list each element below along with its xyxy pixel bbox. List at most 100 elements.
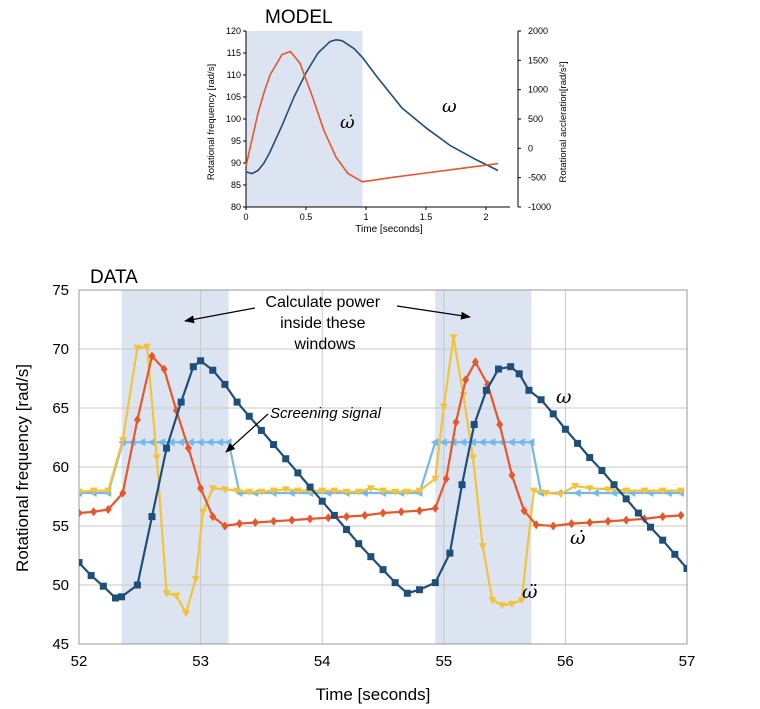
model-y-tick-label: 80 (231, 202, 241, 212)
data-point-omega-ddot (220, 486, 229, 494)
data-point-omega-dot (343, 512, 350, 522)
model-y-tick-label: 105 (226, 92, 241, 102)
data-point-omega-ddot (658, 487, 667, 495)
data-point-omega (148, 513, 156, 521)
data-point-omega (574, 439, 582, 447)
data-point-omega-dot (184, 443, 192, 453)
data-point-screening-signal (430, 438, 439, 447)
data-point-omega (318, 497, 326, 505)
data-point-screening-signal (526, 438, 535, 447)
data-point-omega-ddot (318, 487, 327, 495)
data-point-omega-ddot (585, 485, 594, 493)
model-x-tick-label: 0 (243, 212, 248, 222)
data-point-omega-ddot (104, 487, 113, 495)
data-point-omega (294, 469, 302, 477)
data-point-omega-dot (251, 518, 259, 527)
data-point-omega (549, 410, 557, 418)
data-point-omega-dot (160, 364, 168, 374)
data-point-omega-ddot (293, 487, 302, 495)
data-x-tick-label: 52 (71, 653, 88, 670)
model-x-tick-label: 1 (363, 212, 368, 222)
data-point-omega-dot (431, 503, 439, 513)
data-point-screening-signal (517, 438, 525, 447)
data-point-omega-ddot (366, 485, 375, 493)
data-title: DATA (90, 267, 138, 288)
screening-signal-label: Screening signal (270, 405, 382, 422)
windows-arrow-right (396, 305, 471, 320)
data-point-omega (537, 396, 545, 404)
data-omega-label: ω (556, 386, 572, 408)
data-point-omega-ddot (604, 486, 612, 494)
data-point-omega-dot (622, 515, 630, 525)
data-point-omega (87, 572, 95, 580)
data-point-omega-ddot (541, 490, 550, 497)
model-y2-tick-label: 1500 (528, 55, 548, 65)
windows-arrow-left (184, 307, 256, 324)
model-y2-tick-label: -500 (528, 173, 546, 183)
data-point-omega-ddot (79, 488, 83, 496)
data-point-omega (391, 579, 399, 587)
data-point-omega-dot (416, 506, 423, 516)
data-omega-dot-label: ω̇ (570, 527, 586, 549)
data-point-omega-ddot (478, 543, 487, 551)
data-point-omega-dot (568, 519, 575, 529)
model-shaded-window (246, 31, 363, 207)
model-y-tick-label: 95 (231, 136, 241, 146)
data-point-omega (257, 426, 265, 434)
data-point-omega-dot (452, 417, 460, 427)
data-point-omega-ddot (257, 488, 266, 496)
data-point-omega (683, 564, 687, 572)
data-point-omega-dot (270, 516, 278, 526)
data-point-omega-ddot (459, 392, 468, 399)
data-point-omega (355, 540, 363, 548)
data-point-omega-ddot (269, 487, 278, 495)
data-y-tick-label: 65 (52, 400, 69, 417)
data-point-omega (221, 380, 229, 388)
data-point-omega (111, 594, 119, 602)
model-y2-tick-label: -1000 (528, 202, 551, 212)
data-point-omega (245, 412, 253, 420)
data-point-omega-ddot (152, 454, 161, 462)
data-point-omega (197, 357, 205, 365)
data-point-omega-dot (79, 508, 83, 518)
data-point-screening-signal (137, 438, 146, 447)
data-point-omega-dot (306, 514, 314, 524)
data-point-omega (482, 386, 490, 394)
data-point-omega-dot (442, 474, 450, 484)
data-point-omega-dot (288, 515, 296, 525)
data-point-omega (367, 553, 375, 561)
data-point-omega-ddot (379, 487, 387, 495)
data-x-tick-label: 53 (192, 653, 209, 670)
data-point-omega (515, 370, 523, 378)
data-point-omega-dot (549, 521, 557, 531)
data-point-omega-ddot (208, 485, 217, 493)
data-point-omega-dot (119, 488, 127, 498)
data-point-omega (470, 421, 478, 429)
data-point-omega-ddot (529, 487, 538, 495)
data-point-screening-signal (507, 438, 515, 447)
data-point-screening-signal (157, 438, 165, 447)
model-y-tick-label: 85 (231, 180, 241, 190)
data-point-omega-dot (532, 520, 540, 530)
data-point-screening-signal (186, 438, 194, 447)
data-point-screening-signal (176, 438, 185, 447)
data-point-omega-ddot (469, 454, 477, 462)
data-point-omega-ddot (342, 488, 351, 496)
data-point-omega-dot (133, 415, 141, 425)
data-point-omega (233, 398, 241, 406)
data-point-omega-ddot (622, 487, 631, 495)
model-chart: MODEL 0 0.5 1 1.5 2 80 85 90 95 100 105 110 115 120 -1… (206, 7, 569, 235)
data-plot-frame (78, 289, 688, 645)
data-point-omega-ddot (89, 487, 98, 495)
data-series-group (79, 334, 687, 618)
data-point-omega (177, 398, 185, 406)
data-point-omega-dot (471, 357, 479, 367)
data-point-screening-signal (147, 438, 155, 447)
model-omega-dot-label: ω̇ (340, 112, 355, 133)
data-omega-ddot-label: ω̈ (522, 581, 538, 603)
data-point-omega-ddot (498, 602, 507, 610)
data-point-omega (610, 481, 618, 489)
data-point-omega-dot (397, 507, 405, 517)
model-y-tick-label: 90 (231, 158, 241, 168)
model-y2-tick-label: 0 (528, 143, 533, 153)
